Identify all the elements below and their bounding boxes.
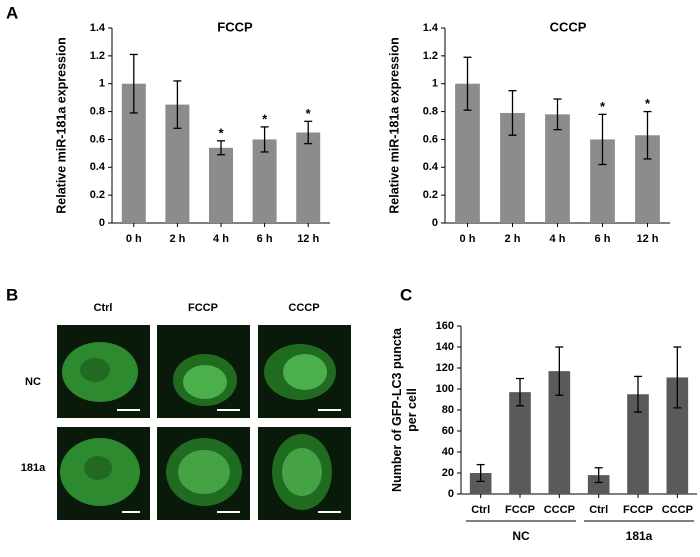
puncta — [183, 365, 227, 399]
bar — [587, 475, 610, 494]
significance-mark: * — [645, 96, 651, 111]
chart-title: FCCP — [217, 19, 253, 34]
row-label: NC — [25, 376, 41, 388]
error-bar — [260, 126, 269, 153]
error-bar — [173, 80, 182, 129]
error-bar — [304, 120, 313, 145]
error-bar — [634, 375, 642, 413]
y-tick-label: 0 — [448, 488, 454, 500]
y-tick-label: 20 — [442, 467, 454, 479]
y-tick-label: 140 — [436, 341, 454, 353]
y-tick-label: 0.2 — [423, 189, 438, 201]
y-tick-label: 40 — [442, 446, 454, 458]
bar — [121, 83, 146, 223]
group-label: 181a — [626, 529, 653, 543]
bar — [545, 114, 570, 223]
y-tick-label: 0.2 — [90, 189, 105, 201]
y-tick-label: 1.2 — [423, 50, 438, 62]
y-tick-label: 160 — [436, 320, 454, 332]
column-label: CCCP — [288, 302, 319, 314]
panel-letter: C — [400, 285, 412, 304]
y-axis-label: Relative miR-181a expression — [387, 37, 401, 213]
y-axis-label: Relative miR-181a expression — [54, 37, 68, 213]
error-bar — [217, 140, 225, 156]
significance-mark: * — [262, 111, 268, 126]
significance-mark: * — [600, 99, 606, 114]
panel-letter: B — [6, 285, 18, 304]
error-bar — [508, 90, 517, 136]
bar — [469, 473, 492, 494]
puncta — [283, 354, 327, 390]
column-label: Ctrl — [94, 302, 113, 314]
y-tick-label: 0.4 — [90, 161, 106, 173]
bar — [509, 392, 531, 494]
y-tick-label: 0 — [99, 217, 105, 229]
y-tick-label: 0.4 — [423, 161, 439, 173]
x-tick-label: 6 h — [257, 233, 273, 245]
row-label: 181a — [21, 462, 46, 474]
y-axis-label: Number of GFP-LC3 puncta — [390, 327, 404, 492]
panel-letter: A — [6, 3, 18, 22]
x-tick-label: 2 h — [169, 233, 185, 245]
nucleus — [80, 358, 110, 382]
x-tick-label: FCCP — [505, 504, 535, 516]
y-tick-label: 1 — [99, 78, 105, 90]
bar — [627, 394, 649, 494]
x-tick-label: 12 h — [297, 233, 319, 245]
nucleus — [84, 456, 112, 480]
x-tick-label: 12 h — [636, 233, 658, 245]
micrograph-grid: Ctrl FCCP CCCP NC 181a — [21, 302, 351, 520]
bar — [548, 371, 571, 494]
bar — [296, 132, 321, 223]
bar — [252, 139, 277, 223]
x-tick-label: Ctrl — [589, 504, 608, 516]
error-bar — [463, 56, 472, 111]
chart-title: CCCP — [550, 19, 587, 34]
x-tick-label: 0 h — [460, 233, 476, 245]
bar — [209, 147, 233, 223]
significance-mark: * — [218, 125, 224, 140]
x-tick-label: CCCP — [662, 504, 693, 516]
column-label: FCCP — [188, 302, 218, 314]
significance-mark: * — [306, 106, 312, 121]
y-tick-label: 0.8 — [423, 105, 438, 117]
y-tick-label: 1.2 — [90, 50, 105, 62]
y-tick-label: 0.6 — [90, 133, 105, 145]
x-tick-label: 4 h — [213, 233, 229, 245]
y-tick-label: 1 — [432, 78, 438, 90]
y-tick-label: 1.4 — [90, 22, 106, 34]
error-bar — [553, 98, 562, 131]
y-tick-label: 0.6 — [423, 133, 438, 145]
y-tick-label: 100 — [436, 383, 454, 395]
x-tick-label: 2 h — [505, 233, 521, 245]
x-tick-label: 0 h — [126, 233, 142, 245]
x-tick-label: 4 h — [550, 233, 566, 245]
y-tick-label: 1.4 — [423, 22, 439, 34]
group-label: NC — [512, 529, 530, 543]
error-bar — [476, 463, 485, 483]
error-bar — [516, 377, 524, 407]
x-tick-label: 6 h — [595, 233, 611, 245]
bar — [666, 377, 689, 494]
y-tick-label: 120 — [436, 362, 454, 374]
error-bar — [129, 53, 138, 114]
error-bar — [555, 346, 564, 396]
y-axis-label: per cell — [405, 388, 419, 432]
bar — [165, 104, 190, 223]
error-bar — [598, 113, 607, 166]
y-tick-label: 0.8 — [90, 105, 105, 117]
y-tick-label: 0 — [432, 217, 438, 229]
error-bar — [673, 346, 682, 409]
puncta — [282, 448, 322, 496]
x-tick-label: CCCP — [544, 504, 575, 516]
error-bar — [643, 110, 652, 160]
error-bar — [594, 467, 603, 484]
y-tick-label: 60 — [442, 425, 454, 437]
y-tick-label: 80 — [442, 404, 454, 416]
x-tick-label: FCCP — [623, 504, 653, 516]
x-tick-label: Ctrl — [471, 504, 490, 516]
puncta — [178, 450, 230, 494]
